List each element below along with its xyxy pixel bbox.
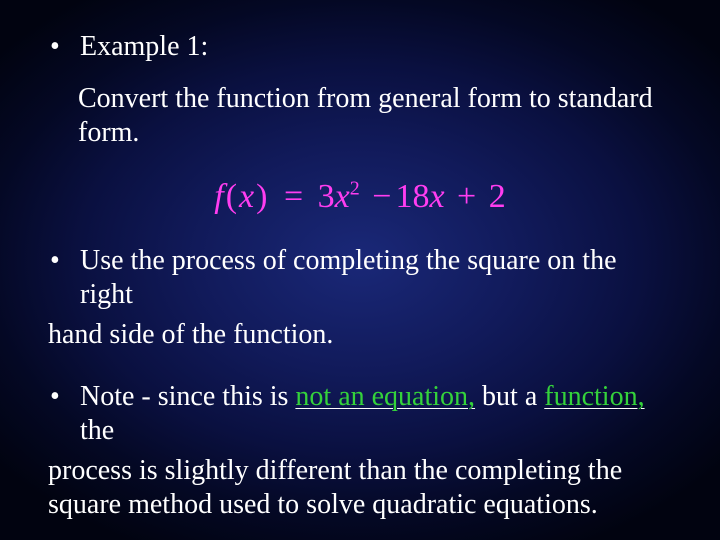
- slide: • Example 1: Convert the function from g…: [0, 0, 720, 540]
- bullet-2-row: • Use the process of completing the squa…: [48, 244, 672, 312]
- bullet-3-line3: square method used to solve quadratic eq…: [48, 488, 672, 522]
- bullet-dot: •: [48, 380, 80, 414]
- formula-equals: =: [278, 178, 309, 215]
- bullet-2-line1: Use the process of completing the square…: [80, 244, 672, 312]
- bullet-1-label: Example 1:: [80, 30, 672, 64]
- bullet-1: • Example 1:: [48, 30, 672, 64]
- formula-minus: −: [368, 178, 395, 215]
- formula-plus: +: [453, 178, 480, 215]
- formula-x-arg: x: [239, 178, 254, 215]
- formula-coef-a: 3: [318, 178, 335, 215]
- bullet-2-line2: hand side of the function.: [48, 318, 672, 352]
- formula-x-lin: x: [429, 178, 444, 215]
- formula-container: f(x) = 3x2 −18x + 2: [48, 178, 672, 216]
- formula-close-paren: ): [254, 178, 269, 215]
- bullet-dot: •: [48, 30, 80, 64]
- formula-exp: 2: [350, 178, 360, 200]
- b3-post1: the: [80, 415, 114, 446]
- bullet-1-subtext: Convert the function from general form t…: [78, 82, 672, 150]
- bullet-2: • Use the process of completing the squa…: [48, 244, 672, 352]
- bullet-dot: •: [48, 244, 80, 278]
- formula-f: f: [214, 178, 223, 215]
- bullet-3-line2: process is slightly different than the c…: [48, 454, 672, 488]
- b3-highlight-not-equation: not an equation,: [295, 381, 475, 412]
- bullet-3: • Note - since this is not an equation, …: [48, 380, 672, 522]
- formula-const-c: 2: [489, 178, 506, 215]
- bullet-3-line1: Note - since this is not an equation, bu…: [80, 380, 672, 448]
- formula-open-paren: (: [224, 178, 239, 215]
- bullet-3-row: • Note - since this is not an equation, …: [48, 380, 672, 448]
- formula: f(x) = 3x2 −18x + 2: [214, 178, 505, 215]
- formula-coef-b: 18: [395, 178, 429, 215]
- b3-pre: Note - since this is: [80, 381, 295, 412]
- b3-highlight-function: function,: [544, 381, 644, 412]
- b3-mid: but a: [475, 381, 544, 412]
- formula-x-sq: x: [335, 178, 350, 215]
